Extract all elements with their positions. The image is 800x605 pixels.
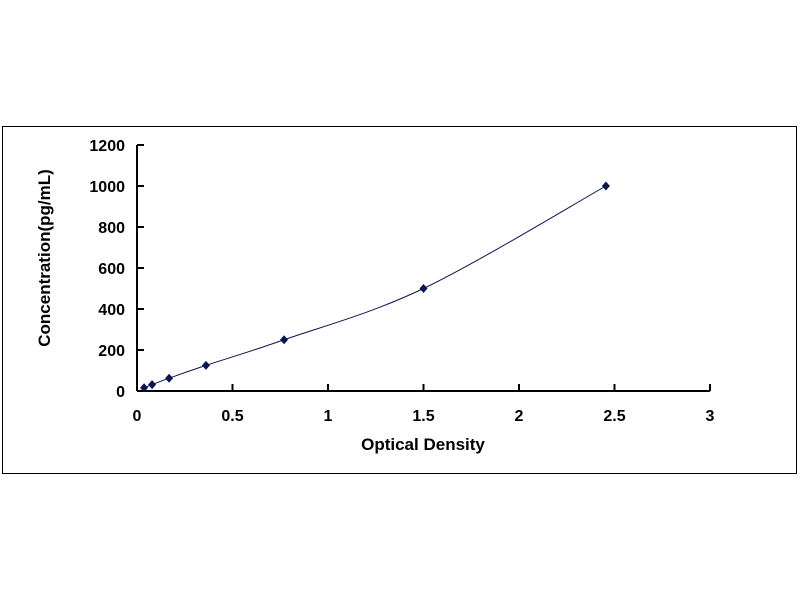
data-point [601, 181, 610, 191]
y-tick-label: 0 [116, 384, 125, 401]
x-tick-label: 2 [515, 408, 524, 425]
x-tick-label: 0 [133, 408, 142, 425]
y-tick-label: 200 [98, 343, 125, 360]
data-point [140, 383, 149, 393]
data-point [419, 284, 428, 293]
data-point [148, 380, 157, 390]
x-tick-label: 3 [706, 408, 715, 425]
x-axis-label: Optical Density [361, 435, 485, 454]
y-tick-label: 800 [98, 220, 125, 237]
chart-frame [2, 126, 797, 474]
x-tick-label: 1 [324, 408, 333, 425]
x-tick-label: 0.5 [221, 408, 243, 425]
y-tick-label: 1200 [89, 138, 125, 155]
data-point [280, 335, 289, 345]
data-point [165, 373, 174, 383]
x-tick-label: 2.5 [603, 408, 625, 425]
data-point [201, 360, 210, 370]
y-tick-label: 600 [98, 261, 125, 278]
y-tick-label: 400 [98, 302, 125, 319]
y-axis-label: Concentration(pg/mL) [35, 169, 54, 347]
x-tick-label: 1.5 [412, 408, 434, 425]
y-tick-label: 1000 [89, 179, 125, 196]
